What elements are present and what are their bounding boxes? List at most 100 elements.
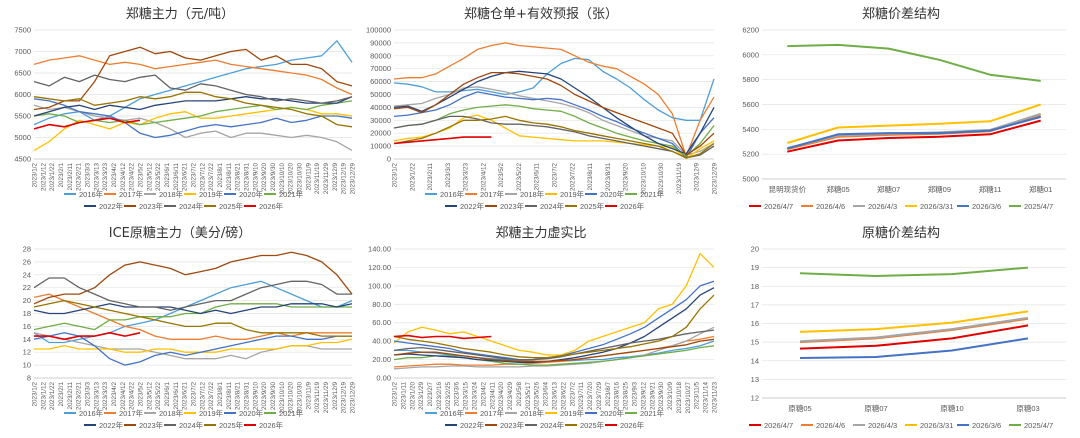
ice-spread-ytick-label: 14: [751, 356, 759, 365]
zc-basis-legend-2023: 2023年: [500, 420, 525, 430]
ice-spread-title: 原糖价差结构: [862, 225, 940, 241]
zc-warrant-series-2017: [393, 42, 715, 158]
zc-main-ytick-label: 5000: [14, 133, 31, 142]
zc-main-xtick-label: 2023/2/1: [58, 163, 65, 188]
zc-warrant-xtick-label: 2023/10/10: [640, 163, 647, 195]
zc-main-xtick-label: 2023/1/12: [40, 163, 47, 192]
zc-basis-xtick-label: 2023/9/30: [658, 382, 665, 411]
zc-warrant-ytick-label: 90000: [370, 38, 391, 47]
ice-main-legend-2019: 2019年: [199, 408, 224, 418]
zc-main-xtick-label: 2023/11/9: [305, 163, 312, 191]
zc-spread-series-2026-3-6: [787, 115, 1041, 150]
ice-spread-series-2025-4-7: [799, 266, 1029, 277]
zc-basis-ytick-label: 20.00: [372, 355, 391, 364]
zc-main-xtick-label: 2023/12/9: [332, 163, 339, 192]
ice-main-xtick-label: 2023/12/9: [332, 382, 339, 411]
zc-basis-xtick-label: 2023/1/2: [392, 382, 399, 407]
ice-main-xtick-label: 2023/5/22: [155, 382, 162, 411]
ice-main-legend-2018: 2018年: [159, 408, 184, 418]
ice-main-ytick-label: 18: [23, 309, 31, 318]
zc-warrant-xtick-label: 2023/8/31: [605, 163, 612, 192]
zc-warrant-legend-2021: 2021年: [640, 189, 665, 199]
ice-main-xtick-label: 2023/4/22: [129, 382, 136, 411]
zc-basis-xtick-label: 2023/6/22: [560, 382, 567, 411]
chart-zhengtang-virtual-real-ratio: 郑糖主力虚实比 0.00 20.00 40.00 60.00 80.00 100.00 120…: [360, 219, 722, 438]
ice-main-xtick-label: 2023/9/20: [261, 382, 268, 411]
zc-warrant-ytick-label: 20000: [370, 129, 391, 138]
chart-zhengtang-spread-structure: 郑糖价差结构 5000 5200 5400 5600 5800 6000 6200 昆明现货价 郑…: [722, 0, 1080, 219]
ice-spread-category-10: 原糖10: [940, 403, 963, 413]
zc-main-xtick-label: 2023/8/11: [226, 163, 233, 191]
zc-main-legend-2024: 2024年: [179, 201, 204, 211]
ice-main-ytick-label: 24: [23, 270, 31, 279]
zc-spread-svg: 郑糖价差结构 5000 5200 5400 5600 5800 6000 6200 昆明现货价 郑…: [742, 6, 1066, 211]
ice-main-series-2026: [34, 332, 141, 341]
ice-main-series-2025: [33, 299, 352, 337]
ice-spread-legend-2026-4-7: 2026/4/7: [764, 421, 793, 430]
zc-warrant-xtick-label: 2023/3/23: [463, 163, 470, 192]
zc-spread-category-07: 郑糖07: [877, 184, 900, 194]
zc-basis-xtick-label: 2023/11/5: [694, 382, 701, 410]
ice-main-ytick-label: 28: [23, 245, 31, 254]
zc-main-ytick-label: 7000: [14, 47, 31, 56]
ice-spread-ytick-label: 13: [751, 375, 759, 384]
zc-main-series-2022: [33, 96, 353, 117]
ice-main-legend-2016: 2016年: [79, 408, 104, 418]
zc-basis-xtick-label: 2023/8/7: [605, 382, 612, 407]
zc-warrant-ytick-label: 0: [387, 155, 391, 164]
zc-spread-category-: 昆明现货价: [769, 184, 807, 194]
zc-warrant-legend-2019: 2019年: [560, 189, 585, 199]
ice-spread-series-2026-4-7: [799, 324, 1029, 350]
zc-main-xtick-label: 2023/10/20: [288, 163, 295, 195]
zc-main-xtick-label: 2023/8/1: [217, 163, 224, 188]
zc-basis-legend-2016: 2016年: [440, 408, 465, 418]
ice-spread-category-05: 原糖05: [788, 403, 811, 413]
zc-warrant-xtick-label: 2023/7/22: [569, 163, 576, 192]
ice-main-xtick-label: 2023/3/23: [102, 382, 109, 411]
zc-basis-ytick-label: 40.00: [372, 337, 391, 346]
zc-main-ytick-label: 4500: [14, 155, 31, 164]
zc-main-legend-2020: 2020年: [239, 189, 264, 199]
zc-warrant-legend-2024: 2024年: [540, 201, 565, 211]
zc-warrant-series-2024: [393, 115, 715, 159]
ice-main-legend-2023: 2023年: [139, 420, 164, 430]
ice-main-series-2020: [33, 332, 352, 366]
zc-basis-legend-2022: 2022年: [460, 420, 485, 430]
chart-raw-sugar-spread-structure: 原糖价差结构 12 13 14 15 16 17 18 19 20 原糖05 原糖07 原糖10 原糖03…: [722, 219, 1080, 438]
zc-main-svg: 郑糖主力（元/吨） 4500 5000 5500 6000 6500 7000 7500 202…: [14, 6, 356, 211]
chart-zhengtang-warrants: 郑糖仓单+有效预报（张） 0 10000 20000 30000 40000 50000 60…: [360, 0, 722, 219]
zc-warrant-xtick-label: 2023/5/2: [498, 163, 505, 188]
ice-main-xtick-label: 2023/5/2: [138, 382, 145, 407]
zc-basis-xtick-label: 2023/3/24: [472, 382, 479, 411]
ice-spread-ytick-label: 16: [751, 319, 759, 328]
zc-main-xtick-label: 2023/1/2: [32, 163, 39, 188]
ice-main-ytick-label: 22: [23, 283, 31, 292]
zc-basis-xtick-label: 2023/1/20: [409, 382, 416, 411]
ice-spread-series-2026-3-31: [799, 310, 1029, 333]
zc-main-xtick-label: 2023/11/29: [323, 163, 330, 195]
zc-spread-ytick-label: 5800: [742, 75, 759, 84]
ice-spread-legend-2026-3-31: 2026/3/31: [920, 421, 953, 430]
zc-main-ytick-label: 6500: [14, 69, 31, 78]
zc-main-xtick-label: 2023/4/22: [129, 163, 136, 192]
chart-zhengtang-main: 郑糖主力（元/吨） 4500 5000 5500 6000 6500 7000 7500 202…: [0, 0, 360, 219]
ice-main-legend-2021: 2021年: [279, 408, 304, 418]
zc-main-legend-2021: 2021年: [279, 189, 304, 199]
ice-main-svg: ICE原糖主力（美分/磅） 8 10 12 14 16 18 20 22 24 26 28 2023/1…: [23, 225, 357, 430]
zc-main-legend-2025: 2025年: [219, 201, 244, 211]
zc-basis-legend-2019: 2019年: [560, 408, 585, 418]
ice-spread-ytick-label: 15: [751, 338, 759, 347]
zc-warrant-xtick-label: 2023/6/11: [534, 163, 541, 191]
ice-main-xtick-label: 2023/1/22: [49, 382, 56, 411]
zc-basis-series-2018: [393, 326, 715, 370]
zc-basis-ytick-label: 0.00: [376, 374, 391, 383]
zc-main-series-2020: [33, 98, 353, 139]
zc-main-legend-2016: 2016年: [79, 189, 104, 199]
zc-spread-series-2026-3-31: [787, 103, 1042, 144]
zc-basis-series-2024: [393, 329, 715, 361]
zc-warrant-ytick-label: 50000: [370, 90, 391, 99]
zc-basis-xtick-label: 2023/9/3: [632, 382, 639, 407]
zc-spread-series-2025-4-7: [787, 43, 1041, 82]
zc-basis-xtick-label: 2023/10/9: [667, 382, 674, 411]
ice-main-xtick-label: 2023/11/29: [323, 382, 330, 414]
